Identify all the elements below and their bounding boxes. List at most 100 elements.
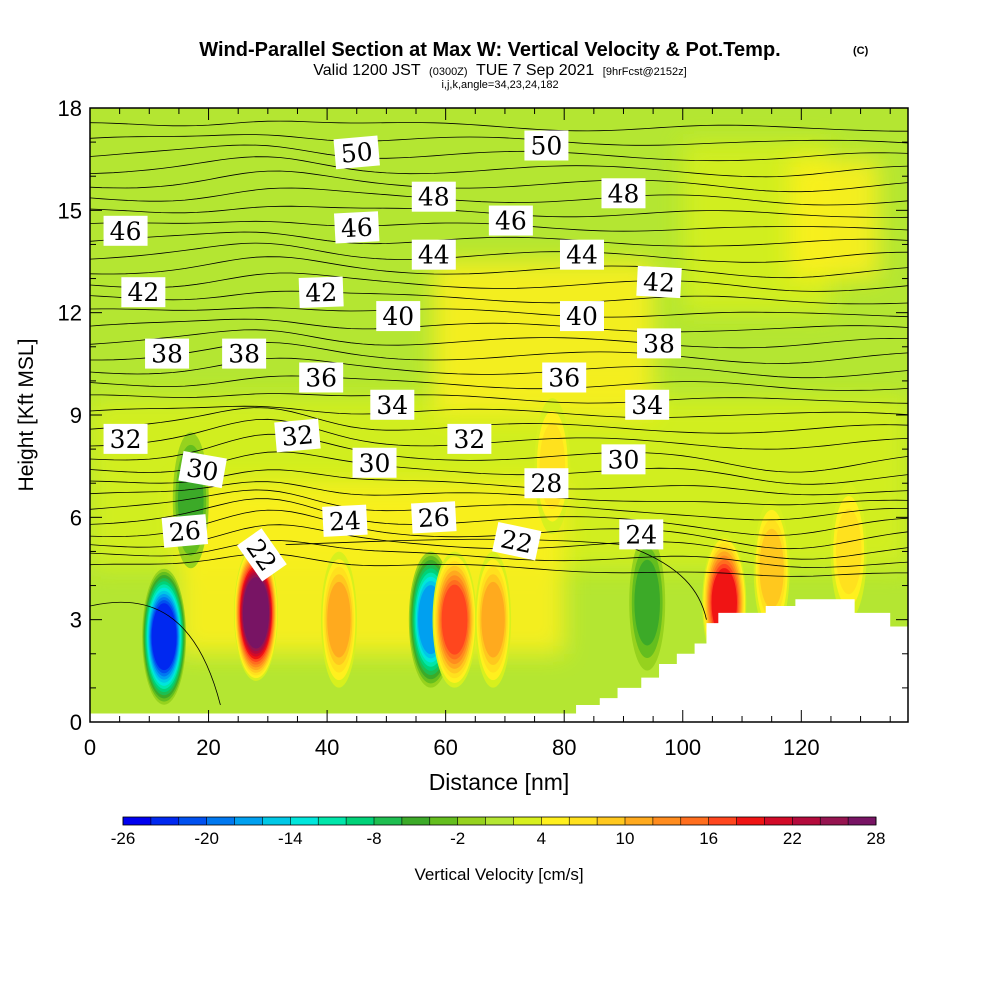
isentrope-label: 38: [222, 338, 267, 369]
isentrope-label-box: [376, 301, 421, 332]
isentrope-label: 38: [637, 328, 682, 359]
colorbar-swatch: [736, 817, 765, 825]
isentrope-label-box: [222, 338, 267, 369]
colorbar-swatch: [374, 817, 403, 825]
isentrope-line: [90, 134, 908, 146]
y-tick-label: 3: [70, 608, 82, 633]
isentrope-label: 30: [178, 450, 227, 489]
y-tick-label: 9: [70, 403, 82, 428]
velocity-cell: [753, 500, 790, 637]
velocity-cell: [534, 398, 571, 535]
colorbar-tick-label: 28: [867, 829, 886, 848]
isentrope-label-box: [333, 135, 380, 170]
isentrope-label: 50: [333, 135, 380, 170]
x-axis: 0 20 40 60 80 100 120: [84, 108, 891, 760]
isentrope-label-box: [625, 389, 670, 420]
isentrope-line: [90, 272, 908, 292]
isentrope-label-box: [298, 276, 344, 308]
isentrope-label-text: 50: [340, 137, 374, 169]
x-axis-label: Distance [nm]: [429, 769, 570, 795]
isentrope-line: [90, 375, 908, 391]
isentrope-label-box: [103, 423, 148, 454]
velocity-cell: [432, 551, 477, 688]
isentrope-label-text: 40: [382, 302, 414, 331]
isentrope-label-text: 24: [328, 506, 361, 537]
isentrope-line: [90, 433, 908, 473]
isentrope-label-box: [274, 418, 321, 453]
isentrope-label: 46: [488, 205, 533, 236]
velocity-cell-ring: [835, 508, 862, 595]
isentrope-label: 48: [601, 178, 646, 209]
isentrope-labels: 50 50 48 48 46 46 46 44 44 42 42 42 40 40 38 38 38 36 36 34…: [103, 130, 682, 582]
isentrope-label-text: 46: [340, 213, 373, 244]
velocity-cell: [629, 534, 666, 671]
colorbar-swatch: [262, 817, 291, 825]
isentrope-line: [90, 481, 908, 506]
x-tick-label: 100: [664, 735, 701, 760]
colorbar-swatch: [178, 817, 208, 825]
colorbar-swatch: [848, 817, 877, 825]
velocity-cell-ring: [634, 559, 660, 646]
isentrope-label-box: [103, 215, 148, 246]
colorbar-swatch: [513, 817, 542, 825]
isentrope-label: 24: [619, 519, 664, 550]
isentrope-label-box: [601, 178, 646, 209]
isentrope-line: [90, 418, 908, 450]
isentrope-label-box: [524, 468, 569, 499]
isentrope-label-box: [559, 239, 604, 270]
isentrope-label-box: [636, 265, 682, 299]
colorbar-tick-label: 22: [783, 829, 802, 848]
isentrope-label-box: [145, 338, 190, 369]
isentrope-line: [90, 307, 908, 318]
colorbar-swatch: [123, 817, 152, 825]
isentrope-line: [90, 601, 221, 706]
colorbar-swatch: [569, 817, 598, 825]
isentrope-label: 24: [322, 504, 368, 537]
velocity-band: [789, 159, 879, 279]
colorbar-swatch: [234, 817, 263, 825]
isentrope-label-text: 34: [376, 391, 408, 420]
isentrope-label-text: 26: [168, 516, 202, 548]
isentrope-label-text: 46: [495, 207, 527, 236]
isentrope-label-text: 22: [498, 524, 535, 559]
isentrope-label-text: 30: [359, 449, 391, 478]
velocity-cell: [475, 551, 512, 688]
isentrope-label: 42: [121, 277, 166, 308]
isentrope-label-box: [322, 504, 368, 537]
colorbar-swatch: [150, 817, 180, 825]
colorbar-tick-label: -26: [111, 829, 136, 848]
isentrope-label-text: 36: [305, 363, 337, 392]
isentrope-label-text: 46: [110, 217, 142, 246]
y-tick-label: 18: [58, 96, 82, 121]
colorbar-swatch: [541, 817, 570, 825]
isentrope-label-text: 26: [417, 503, 450, 534]
isentrope-line: [90, 540, 908, 569]
colorbar-swatch: [625, 817, 654, 825]
valid-utc: (0300Z): [429, 66, 468, 78]
isentrope-label: 42: [298, 276, 344, 308]
velocity-cell-ring: [441, 584, 468, 655]
isentrope-label: 26: [411, 501, 457, 534]
isentrope-line: [90, 170, 908, 193]
chart-title: Wind-Parallel Section at Max W: Vertical…: [199, 39, 780, 61]
velocity-cell: [320, 551, 357, 688]
isentrope-line: [90, 469, 908, 496]
isentrope-label: 32: [274, 418, 321, 453]
valid-prefix: Valid 1200 JST: [313, 62, 421, 79]
isentrope-line: [90, 498, 908, 536]
velocity-cell: [233, 544, 278, 681]
colorbar-swatch: [597, 817, 626, 825]
isentrope-label-box: [178, 450, 227, 489]
colorbar-swatch: [429, 817, 459, 825]
isentrope-line: [90, 407, 908, 434]
isentrope-line: [285, 538, 707, 620]
isentrope-label-box: [333, 211, 380, 244]
isentrope-label: 36: [542, 362, 587, 393]
isentrope-label: 28: [524, 468, 569, 499]
isentrope-label-text: 34: [631, 391, 663, 420]
isentrope-line: [90, 256, 908, 279]
y-tick-label: 12: [58, 301, 82, 326]
isentrope-label: 26: [161, 514, 209, 548]
x-tick-label: 60: [433, 735, 457, 760]
